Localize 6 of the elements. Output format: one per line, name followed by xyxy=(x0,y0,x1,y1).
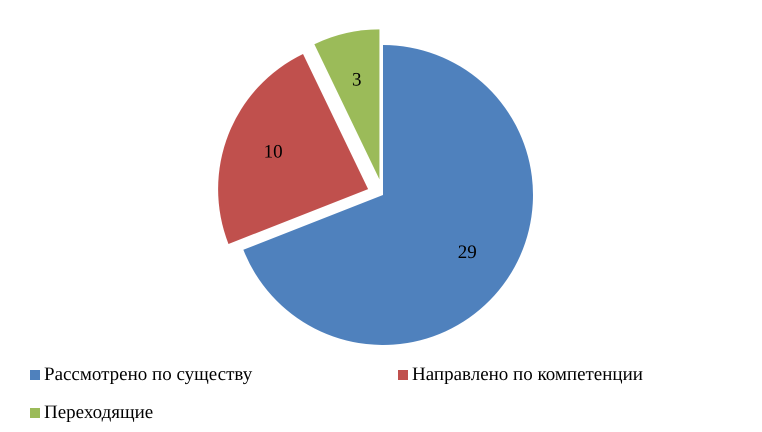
legend-label: Направлено по компетенции xyxy=(412,364,643,386)
legend-label: Переходящие xyxy=(44,402,154,424)
data-label: 10 xyxy=(264,141,283,162)
data-label: 29 xyxy=(458,242,477,263)
legend-label: Рассмотрено по существу xyxy=(44,364,252,386)
data-label: 3 xyxy=(352,69,362,90)
